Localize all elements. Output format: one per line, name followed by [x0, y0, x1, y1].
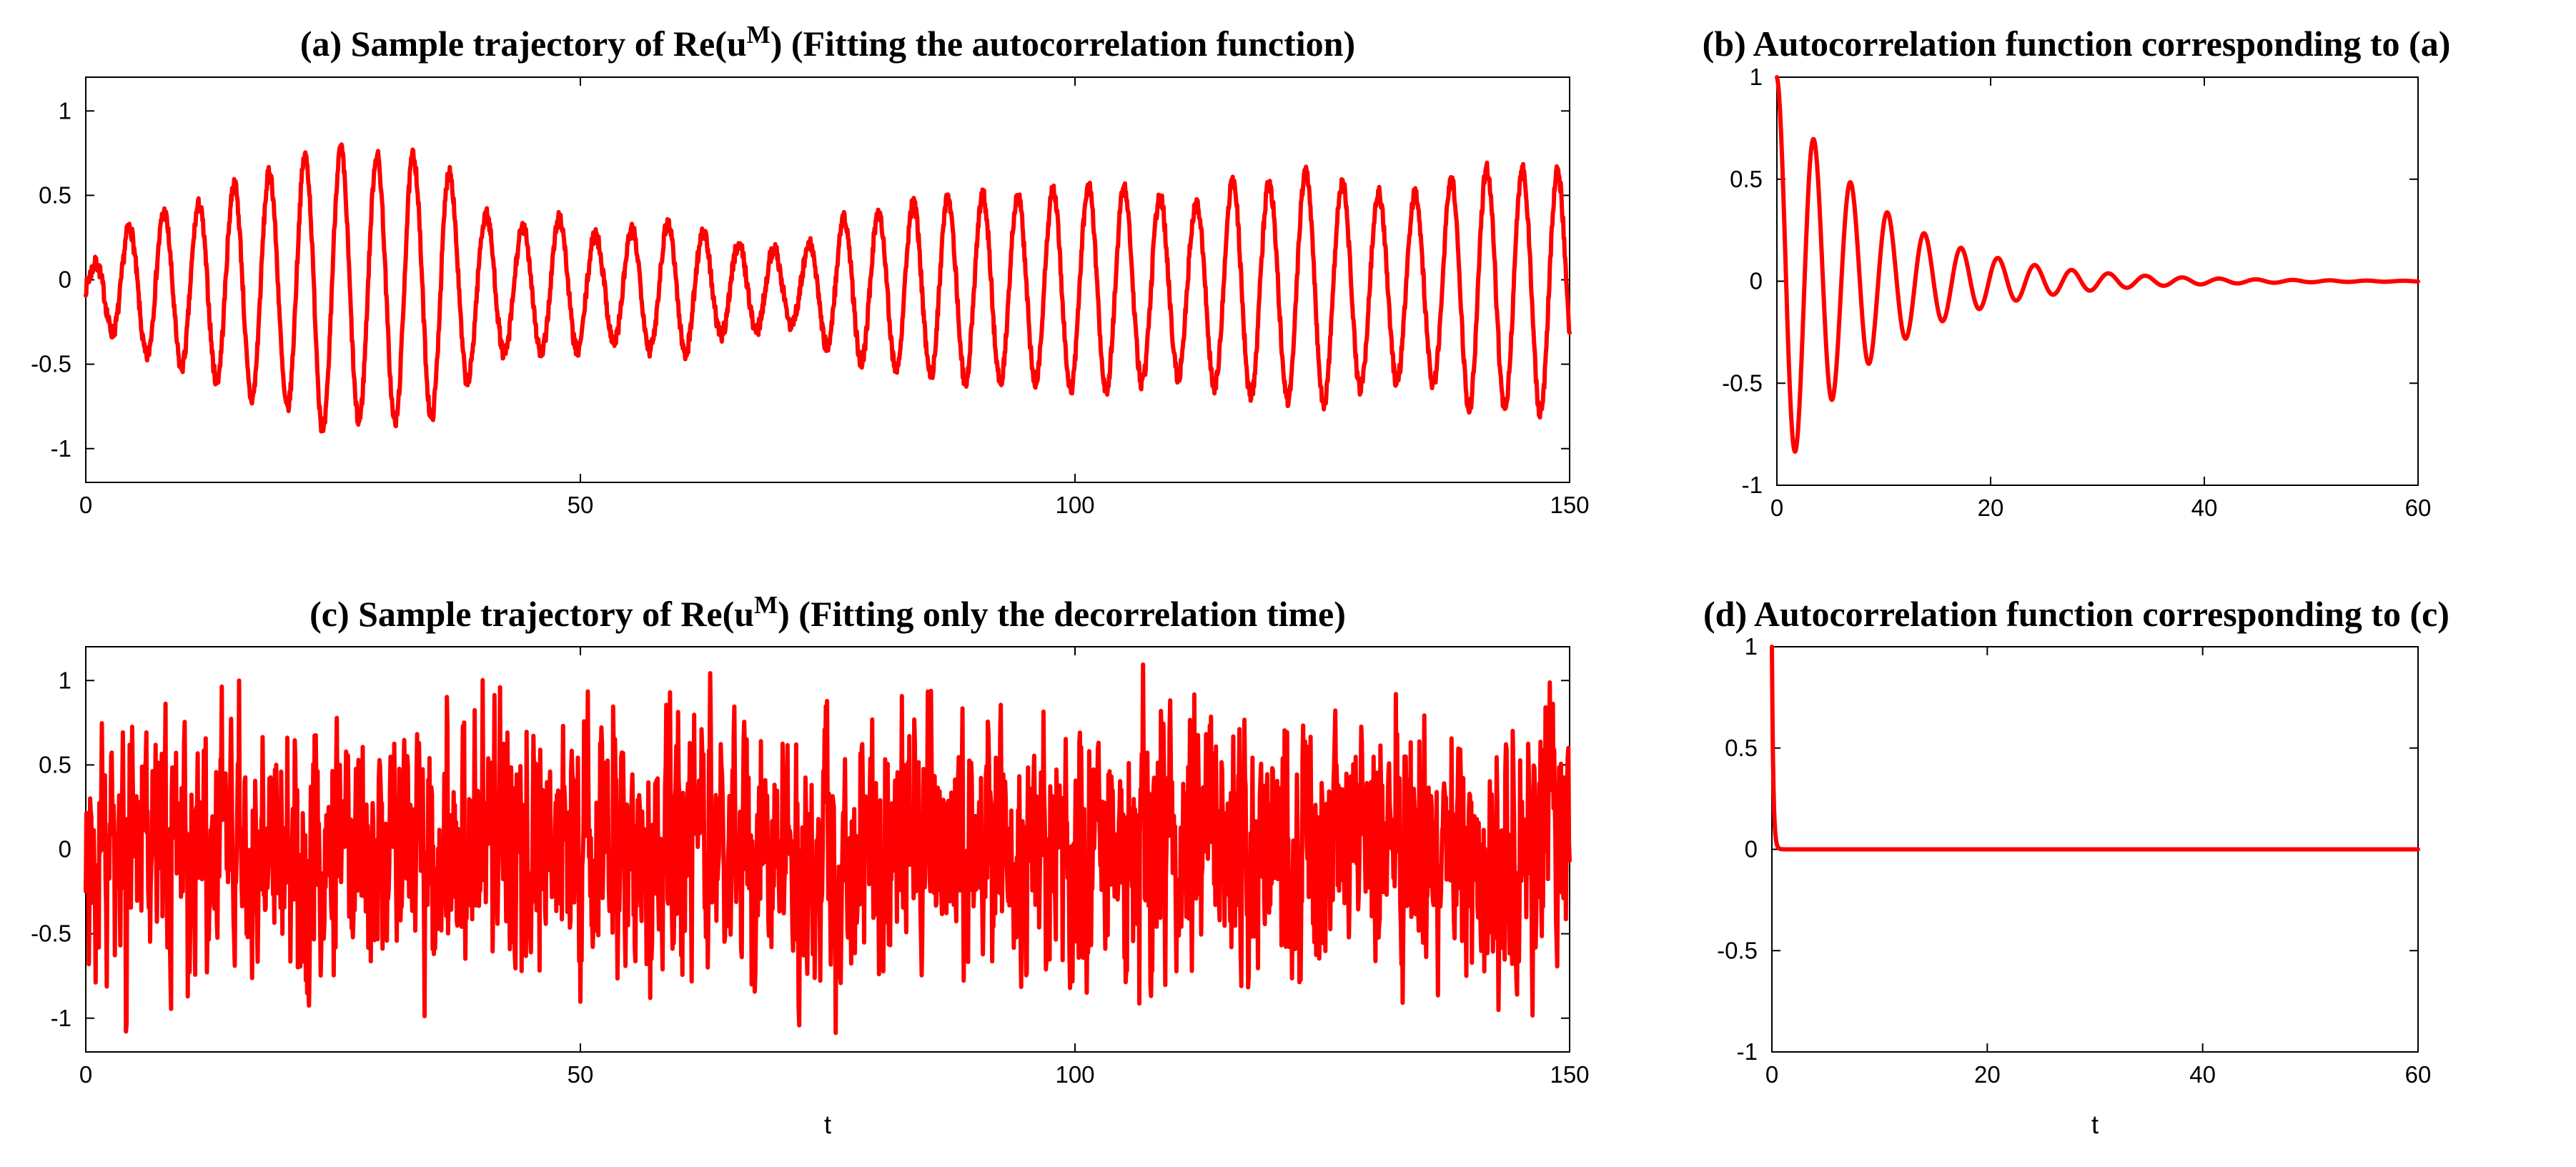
panel-b-xtick-label: 0 — [1770, 495, 1783, 521]
panel-b-ytick-label: -0.5 — [1722, 369, 1763, 396]
panel-c-xtick-label: 50 — [568, 1061, 594, 1088]
panel-c: (c) Sample trajectory of Re(uM) (Fitting… — [31, 591, 1589, 1139]
panel-d-ytick-label: 1 — [1745, 633, 1758, 660]
panel-a-title: (a) Sample trajectory of Re(uM) (Fitting… — [300, 21, 1355, 64]
panel-c-xtick-label: 100 — [1055, 1061, 1094, 1088]
panel-a-trajectory-line — [84, 142, 1572, 434]
panel-a-ytick-label: -1 — [51, 435, 71, 462]
panel-b-ytick-label: 0 — [1750, 268, 1763, 294]
panel-d-title: (d) Autocorrelation function correspondi… — [1703, 594, 2449, 634]
panel-a-xtick-label: 50 — [568, 492, 594, 518]
panel-d-ytick-label: 0.5 — [1725, 735, 1758, 761]
panel-b-xtick-label: 20 — [1978, 495, 2004, 521]
panel-d-xtick-label: 40 — [2189, 1061, 2216, 1088]
panel-d-ticks: 0 20 40 60 -1 -0.5 0 0.5 1 — [1717, 633, 2431, 1088]
panel-c-ytick-label: 0 — [59, 836, 71, 863]
panel-d-xtick-label: 60 — [2405, 1061, 2432, 1088]
panel-c-ytick-label: 0.5 — [39, 751, 71, 778]
panel-a-xtick-label: 0 — [79, 492, 92, 518]
panel-d-xlabel: t — [2091, 1110, 2099, 1139]
panel-d: (d) Autocorrelation function correspondi… — [1703, 594, 2449, 1139]
panel-b-ytick-label: 1 — [1750, 64, 1763, 90]
panel-d-ytick-label: -1 — [1737, 1038, 1758, 1065]
panel-c-xlabel: t — [824, 1110, 831, 1139]
panel-a-ytick-label: 1 — [59, 97, 71, 124]
panel-c-xtick-label: 150 — [1550, 1061, 1589, 1088]
panel-d-ytick-label: 0 — [1745, 836, 1758, 863]
panel-b: (b) Autocorrelation function correspondi… — [1703, 24, 2451, 521]
panel-a-xtick-label: 150 — [1550, 492, 1589, 518]
panel-d-xtick-label: 0 — [1765, 1061, 1778, 1088]
panel-a-ytick-label: 0 — [59, 267, 71, 293]
panel-a-ytick-label: 0.5 — [39, 182, 71, 208]
panel-c-xtick-label: 0 — [79, 1061, 92, 1088]
panel-b-ytick-label: 0.5 — [1730, 166, 1763, 192]
panel-b-ytick-label: -1 — [1742, 472, 1763, 498]
panel-b-xtick-label: 60 — [2405, 495, 2432, 521]
panel-c-ytick-label: -1 — [51, 1005, 71, 1031]
panel-a-xtick-label: 100 — [1055, 492, 1094, 518]
panel-c-ticks: 0 50 100 150 -1 -0.5 0 0.5 1 — [31, 647, 1590, 1088]
panel-b-ticks: 0 20 40 60 -1 -0.5 0 0.5 1 — [1722, 64, 2431, 521]
panel-c-ytick-label: -0.5 — [31, 920, 71, 947]
panel-d-acf-line — [1770, 645, 2420, 852]
panel-b-xtick-label: 40 — [2191, 495, 2218, 521]
panel-a-ytick-label: -0.5 — [31, 351, 71, 377]
panel-c-title: (c) Sample trajectory of Re(uM) (Fitting… — [309, 591, 1346, 634]
panel-a-ticks: 0 50 100 150 -1 -0.5 0 0.5 1 — [31, 77, 1590, 518]
panel-d-ytick-label: -0.5 — [1717, 937, 1758, 963]
panel-c-ytick-label: 1 — [59, 667, 71, 693]
panel-b-acf-line — [1775, 75, 2420, 455]
panel-c-trajectory-line — [84, 662, 1572, 1036]
panel-b-title: (b) Autocorrelation function correspondi… — [1703, 24, 2451, 64]
panel-d-xtick-label: 20 — [1974, 1061, 2001, 1088]
panel-a-plot-frame — [85, 76, 1570, 483]
panel-a: (a) Sample trajectory of Re(uM) (Fitting… — [31, 21, 1589, 518]
